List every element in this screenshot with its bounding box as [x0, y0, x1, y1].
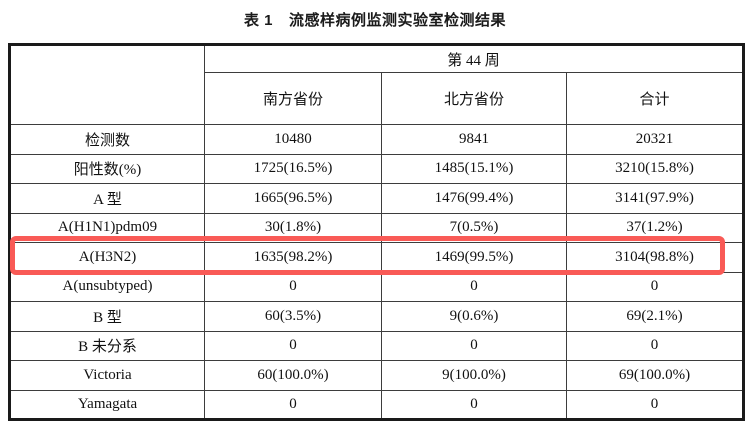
table-cell: 69(2.1%)	[566, 301, 744, 332]
table-cell: 0	[204, 330, 382, 361]
row-label: B 型	[9, 301, 205, 332]
table-row-type-a: A 型 1665(96.5%) 1476(99.4%) 3141(97.9%)	[9, 183, 744, 214]
table-cell: 60(3.5%)	[204, 301, 382, 332]
table-cell: 10480	[204, 124, 382, 155]
table-cell: 9(0.6%)	[381, 301, 567, 332]
table-title: 表 1 流感样病例监测实验室检测结果	[0, 9, 750, 30]
table-cell: 1476(99.4%)	[381, 183, 567, 214]
week-header: 第 44 周	[204, 44, 744, 73]
table-cell: 60(100.0%)	[204, 360, 382, 391]
table-cell: 0	[204, 389, 382, 420]
row-label: A(H1N1)pdm09	[9, 212, 205, 243]
table-cell: 0	[566, 271, 744, 302]
table-cell: 1635(98.2%)	[204, 242, 382, 273]
col-header-south: 南方省份	[204, 72, 382, 125]
table-row-yamagata: Yamagata 0 0 0	[9, 389, 744, 420]
table-cell: 37(1.2%)	[566, 212, 744, 243]
table-cell: 3210(15.8%)	[566, 153, 744, 184]
row-label: A 型	[9, 183, 205, 214]
table-cell: 7(0.5%)	[381, 212, 567, 243]
table-cell: 69(100.0%)	[566, 360, 744, 391]
table-cell: 1469(99.5%)	[381, 242, 567, 273]
table-cell: 1485(15.1%)	[381, 153, 567, 184]
table-row-victoria: Victoria 60(100.0%) 9(100.0%) 69(100.0%)	[9, 360, 744, 391]
table-cell: 30(1.8%)	[204, 212, 382, 243]
row-label: A(unsubtyped)	[9, 271, 205, 302]
corner-cell	[9, 44, 205, 125]
table-cell: 0	[566, 330, 744, 361]
table-row-h3n2: A(H3N2) 1635(98.2%) 1469(99.5%) 3104(98.…	[9, 242, 744, 273]
table-title-text: 流感样病例监测实验室检测结果	[289, 12, 507, 29]
table-cell: 0	[566, 389, 744, 420]
col-header-north: 北方省份	[381, 72, 567, 125]
row-label: A(H3N2)	[9, 242, 205, 273]
table-row-b-undetermined: B 未分系 0 0 0	[9, 330, 744, 361]
table-cell: 0	[381, 271, 567, 302]
table-row-positive: 阳性数(%) 1725(16.5%) 1485(15.1%) 3210(15.8…	[9, 153, 744, 184]
week-header-row: 第 44 周	[9, 44, 744, 125]
table-cell: 0	[381, 330, 567, 361]
table-row-type-b: B 型 60(3.5%) 9(0.6%) 69(2.1%)	[9, 301, 744, 332]
table-row-a-unsubtyped: A(unsubtyped) 0 0 0	[9, 271, 744, 302]
table-row-tested: 检测数 10480 9841 20321	[9, 124, 744, 155]
table-cell: 9841	[381, 124, 567, 155]
table-cell: 9(100.0%)	[381, 360, 567, 391]
row-label: 检测数	[9, 124, 205, 155]
table-cell: 3104(98.8%)	[566, 242, 744, 273]
row-label: 阳性数(%)	[9, 153, 205, 184]
flu-surveillance-table: 第 44 周 南方省份 北方省份 合计 检测数 10480 9841 20321…	[8, 43, 745, 421]
row-label: Yamagata	[9, 389, 205, 420]
table-cell: 0	[204, 271, 382, 302]
table-cell: 0	[381, 389, 567, 420]
table-row-h1n1pdm09: A(H1N1)pdm09 30(1.8%) 7(0.5%) 37(1.2%)	[9, 212, 744, 243]
table-cell: 20321	[566, 124, 744, 155]
row-label: B 未分系	[9, 330, 205, 361]
table-cell: 1725(16.5%)	[204, 153, 382, 184]
table-cell: 3141(97.9%)	[566, 183, 744, 214]
table-cell: 1665(96.5%)	[204, 183, 382, 214]
column-header-row: 南方省份 北方省份 合计	[10, 72, 744, 125]
row-label: Victoria	[9, 360, 205, 391]
col-header-total: 合计	[566, 72, 744, 125]
table-title-number: 表 1	[243, 12, 273, 29]
